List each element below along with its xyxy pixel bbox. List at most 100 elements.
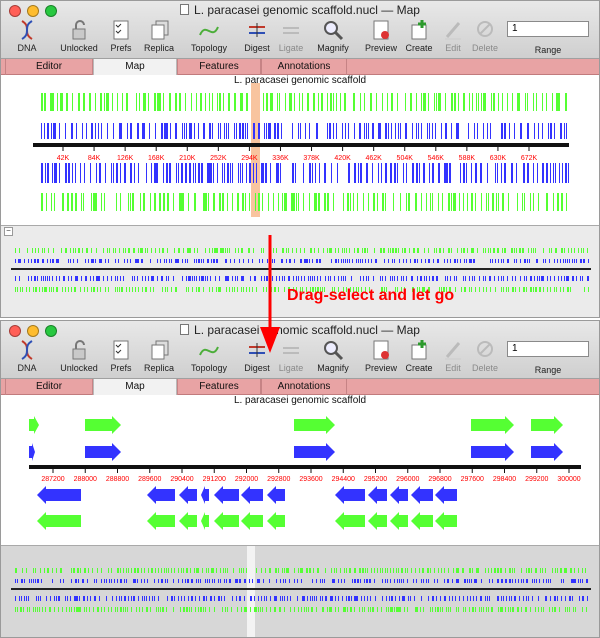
sequence-map[interactable]: L. paracasei genomic scaffold 42K 84K 126K… — [1, 75, 599, 223]
gene-arrow[interactable] — [368, 512, 387, 530]
gene-arrow[interactable] — [435, 512, 457, 530]
gene-arrow[interactable] — [267, 512, 285, 530]
overview-mark-green — [84, 568, 85, 573]
tab-editor[interactable]: Editor — [5, 379, 93, 395]
overview-mark-green — [118, 568, 119, 573]
gene-mark-reverse-blue — [72, 163, 73, 183]
gene-arrow[interactable] — [294, 416, 335, 434]
toolbar-dna-button[interactable]: DNA — [9, 339, 45, 377]
gene-arrow[interactable] — [335, 486, 365, 504]
toolbar-magnify-button[interactable]: Magnify — [313, 339, 353, 377]
overview-canvas[interactable] — [1, 546, 600, 638]
toolbar-preview-button[interactable]: Preview — [361, 339, 401, 377]
gene-arrow[interactable] — [435, 486, 457, 504]
close-window-button[interactable] — [9, 5, 21, 17]
gene-mark-reverse-blue — [178, 163, 179, 183]
gene-arrow[interactable] — [390, 512, 408, 530]
gene-arrow[interactable] — [471, 416, 514, 434]
toolbar-magnify-button[interactable]: Magnify — [313, 19, 353, 57]
map-canvas[interactable]: 287200 288000 288800 289600 290400 291200 2920… — [1, 395, 600, 543]
viewport-indicator[interactable] — [247, 546, 255, 638]
gene-arrow[interactable] — [294, 443, 335, 461]
toolbar-edit-button[interactable]: Edit — [433, 339, 473, 377]
gene-mark-forward-green — [126, 93, 128, 111]
overview-mark-green — [300, 568, 301, 573]
gene-arrow[interactable] — [85, 443, 121, 461]
gene-arrow[interactable] — [29, 443, 35, 461]
overview-panel[interactable]: − — [1, 225, 600, 318]
tab-map[interactable]: Map — [93, 379, 177, 395]
gene-arrow[interactable] — [368, 486, 387, 504]
toolbar-create-button[interactable]: Create — [399, 339, 439, 377]
toolbar-ligate-button[interactable]: Ligate — [271, 339, 311, 377]
gene-arrow[interactable] — [147, 486, 175, 504]
map-canvas[interactable]: 42K 84K 126K 168K 210K 252K 294K 336K 378K 420K 46… — [1, 75, 600, 223]
overview-mark-green — [79, 248, 80, 253]
range-field[interactable]: 1 — [507, 21, 589, 37]
gene-mark-forward-blue — [456, 123, 457, 139]
toolbar-preview-button[interactable]: Preview — [361, 19, 401, 57]
toolbar-delete-button[interactable]: Delete — [465, 19, 505, 57]
gene-arrow[interactable] — [37, 486, 81, 504]
gene-arrow[interactable] — [411, 486, 433, 504]
range-field[interactable]: 1 — [507, 341, 589, 357]
gene-arrow[interactable] — [201, 486, 209, 504]
tab-features[interactable]: Features — [177, 59, 261, 75]
tab-features[interactable]: Features — [177, 379, 261, 395]
gene-arrow[interactable] — [531, 416, 563, 434]
tab-map[interactable]: Map — [93, 59, 177, 75]
gene-arrow[interactable] — [390, 486, 408, 504]
gene-arrow[interactable] — [335, 512, 365, 530]
overview-canvas[interactable] — [1, 226, 600, 318]
overview-panel[interactable]: − — [1, 545, 600, 638]
toolbar-topology-button[interactable]: Topology — [189, 339, 229, 377]
zoom-window-button[interactable] — [45, 5, 57, 17]
gene-arrow[interactable] — [241, 486, 263, 504]
toolbar-replica-button[interactable]: Replica — [139, 339, 179, 377]
gene-arrow[interactable] — [37, 512, 81, 530]
collapse-button[interactable]: − — [4, 227, 13, 236]
gene-arrow[interactable] — [179, 486, 197, 504]
toolbar-digest-button[interactable]: Digest — [237, 19, 277, 57]
gene-arrow[interactable] — [214, 486, 239, 504]
gene-arrow[interactable] — [531, 443, 563, 461]
window-titlebar[interactable]: L. paracasei genomic scaffold.nucl — Map… — [1, 321, 599, 379]
toolbar-unlocked-button[interactable]: Unlocked — [59, 19, 99, 57]
tab-annotations[interactable]: Annotations — [261, 379, 347, 395]
toolbar-ligate-button[interactable]: Ligate — [271, 19, 311, 57]
gene-arrow[interactable] — [29, 416, 39, 434]
overview-mark-green — [568, 287, 569, 292]
minimize-window-button[interactable] — [27, 325, 39, 337]
gene-arrow[interactable] — [147, 512, 175, 530]
toolbar-topology-button[interactable]: Topology — [189, 19, 229, 57]
close-window-button[interactable] — [9, 325, 21, 337]
toolbar-unlocked-button[interactable]: Unlocked — [59, 339, 99, 377]
toolbar-edit-button[interactable]: Edit — [433, 19, 473, 57]
window-titlebar[interactable]: L. paracasei genomic scaffold.nucl — Map… — [1, 1, 599, 59]
toolbar-digest-button[interactable]: Digest — [237, 339, 277, 377]
gene-arrow[interactable] — [85, 416, 121, 434]
overview-mark-blue — [475, 579, 476, 583]
gene-mark-forward-green — [219, 93, 221, 111]
overview-mark-green — [243, 568, 244, 573]
minimize-window-button[interactable] — [27, 5, 39, 17]
gene-arrow[interactable] — [201, 512, 209, 530]
gene-arrow[interactable] — [411, 512, 433, 530]
toolbar-delete-button[interactable]: Delete — [465, 339, 505, 377]
toolbar-replica-button[interactable]: Replica — [139, 19, 179, 57]
tab-editor[interactable]: Editor — [5, 59, 93, 75]
toolbar-prefs-button[interactable]: Prefs — [101, 19, 141, 57]
gene-arrow[interactable] — [214, 512, 239, 530]
sequence-map[interactable]: L. paracasei genomic scaffold 287200 2880… — [1, 395, 599, 543]
zoom-window-button[interactable] — [45, 325, 57, 337]
gene-arrow[interactable] — [241, 512, 263, 530]
toolbar-create-button[interactable]: Create — [399, 19, 439, 57]
gene-arrow[interactable] — [267, 486, 285, 504]
gene-arrow[interactable] — [471, 443, 514, 461]
overview-mark-green — [508, 607, 509, 612]
toolbar-prefs-button[interactable]: Prefs — [101, 339, 141, 377]
overview-mark-blue — [450, 259, 451, 263]
toolbar-dna-button[interactable]: DNA — [9, 19, 45, 57]
gene-arrow[interactable] — [179, 512, 197, 530]
tab-annotations[interactable]: Annotations — [261, 59, 347, 75]
